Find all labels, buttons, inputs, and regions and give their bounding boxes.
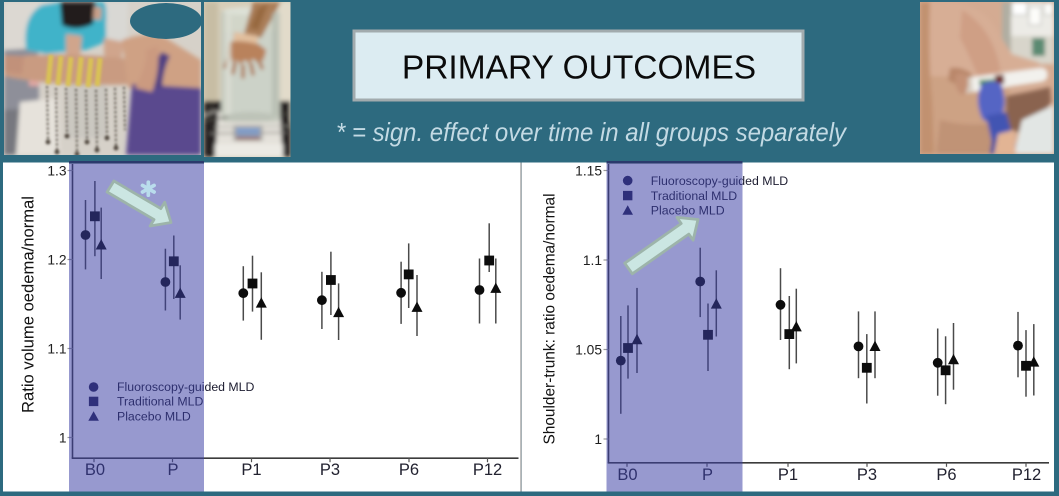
svg-text:P6: P6 xyxy=(399,461,419,479)
svg-text:P6: P6 xyxy=(936,466,956,484)
svg-text:P12: P12 xyxy=(473,461,502,479)
svg-text:Ratio volume oedema/normal: Ratio volume oedema/normal xyxy=(19,196,38,413)
svg-text:1: 1 xyxy=(59,431,67,446)
svg-text:PRIMARY OUTCOMES: PRIMARY OUTCOMES xyxy=(402,50,756,87)
svg-text:1.1: 1.1 xyxy=(47,342,66,357)
svg-text:P3: P3 xyxy=(320,461,340,479)
svg-text:1.3: 1.3 xyxy=(47,164,67,179)
svg-text:P1: P1 xyxy=(241,461,261,479)
svg-text:1.2: 1.2 xyxy=(47,253,66,268)
svg-text:P1: P1 xyxy=(778,466,798,484)
svg-text:Shoulder-trunk: ratio oedema/n: Shoulder-trunk: ratio oedema/normal xyxy=(542,194,559,445)
svg-text:P3: P3 xyxy=(857,466,877,484)
svg-text:1.15: 1.15 xyxy=(575,164,602,179)
svg-text:* = sign. effect over time in: * = sign. effect over time in all groups… xyxy=(336,117,848,147)
svg-text:1: 1 xyxy=(594,432,602,447)
svg-text:1.05: 1.05 xyxy=(575,343,602,358)
svg-text:P12: P12 xyxy=(1012,466,1041,484)
svg-text:1.1: 1.1 xyxy=(583,253,602,268)
